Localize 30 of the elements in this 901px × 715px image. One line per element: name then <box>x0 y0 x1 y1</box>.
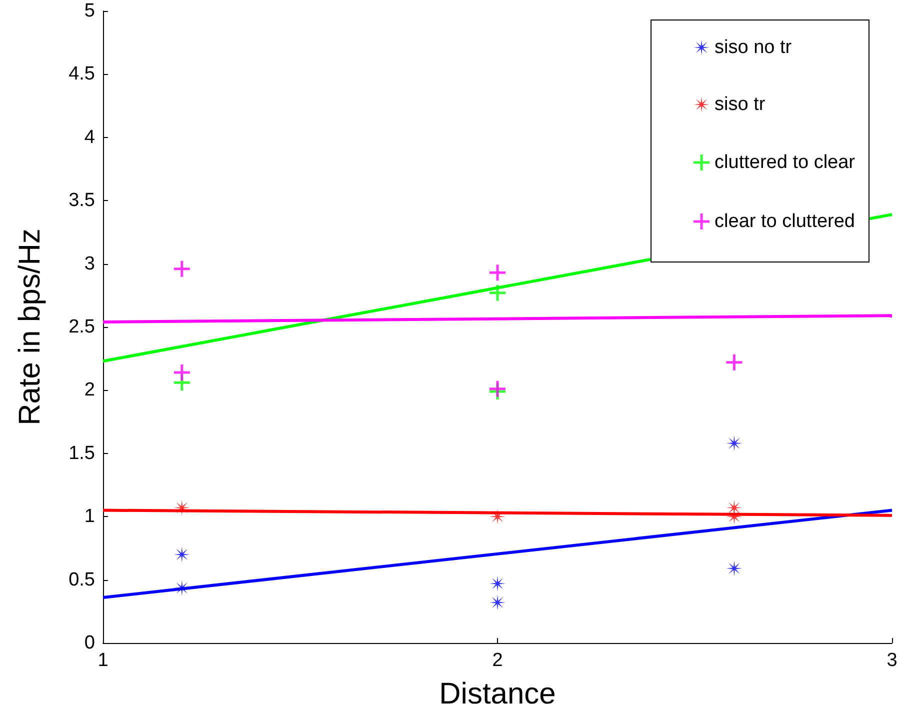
y-tick-label: 4 <box>84 126 96 148</box>
y-tick-label: 2 <box>84 380 95 401</box>
x-tick-label: 2 <box>492 650 503 671</box>
legend-label: siso no tr <box>714 37 792 58</box>
y-tick-label: 2.5 <box>68 316 95 338</box>
y-tick-label: 1 <box>84 506 95 528</box>
y-tick-label: 4.5 <box>68 64 95 85</box>
y-tick-label: 0 <box>84 632 95 654</box>
legend-label: siso tr <box>714 94 766 115</box>
point <box>488 263 507 282</box>
point <box>490 594 506 611</box>
x-tick-label: 1 <box>98 650 108 671</box>
point <box>172 260 192 278</box>
y-tick-label: 3.5 <box>68 190 95 212</box>
legend-label: cluttered to clear <box>714 152 856 173</box>
point <box>172 363 192 382</box>
y-axis-title: Rate in bps/Hz <box>14 228 46 426</box>
point <box>724 353 744 372</box>
point <box>174 546 190 563</box>
y-tick-label: 3 <box>84 253 95 274</box>
point <box>490 576 506 592</box>
point <box>488 284 507 302</box>
y-tick-label: 0.5 <box>68 569 95 590</box>
x-tick-label: 3 <box>886 650 898 671</box>
legend-label: clear to cluttered <box>714 211 856 232</box>
x-axis-title: Distance <box>439 678 556 710</box>
point <box>726 435 742 452</box>
y-tick-label: 5 <box>84 0 95 22</box>
y-tick-label: 1.5 <box>68 442 95 464</box>
point <box>726 560 742 576</box>
